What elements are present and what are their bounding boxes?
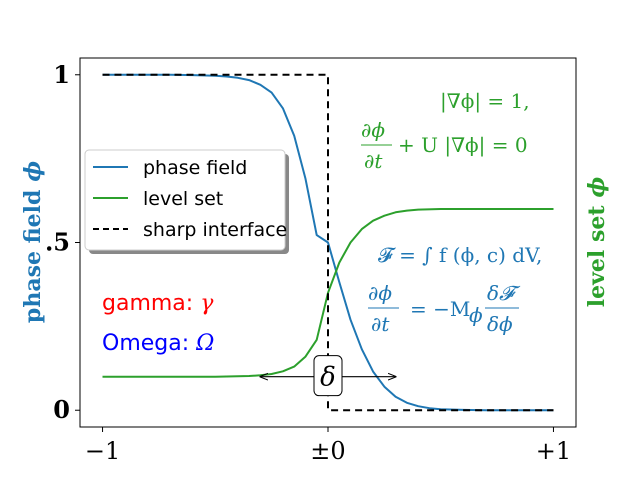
energy-equation-line2: ∂ϕ ∂t = −M ϕ δ𝓕 δϕ — [368, 281, 521, 336]
ylabel-right: level set ϕ — [584, 177, 610, 308]
ylabel-left-text: phase field ϕ — [20, 161, 46, 323]
y-tick-label: 1 — [53, 60, 70, 89]
ylabel-right-symbol: ϕ — [584, 177, 610, 198]
eikonal-equation-line1: |∇ϕ| = 1, — [440, 89, 530, 114]
x-tick-label: ±0 — [310, 437, 345, 465]
legend-label-sharp-interface: sharp interface — [143, 219, 287, 241]
y-tick-label: .5 — [45, 228, 70, 257]
legend-label-phase-field: phase field — [143, 157, 247, 179]
energy-frac-num: ∂ϕ — [368, 281, 392, 305]
legend-label-level-set: level set — [143, 188, 223, 210]
energy-frac-den: ∂t — [371, 312, 390, 336]
energy-ffrac-den: δϕ — [487, 312, 513, 336]
annotation-gamma: gamma: γ — [102, 291, 214, 316]
annotation-gamma-text: gamma: — [102, 291, 200, 316]
x-tick-label: −1 — [85, 437, 120, 465]
tick-layer: −1 ±0 +1 0 .5 1 — [45, 60, 571, 465]
energy-equation-line1: 𝓕 = ∫ f (ϕ, c) dV, — [378, 243, 542, 267]
delta-symbol: δ — [320, 363, 336, 393]
ylabel-left-symbol: ϕ — [20, 161, 46, 182]
ylabel-right-text: level set ϕ — [584, 177, 610, 308]
series-line-level-set — [102, 208, 554, 378]
y-tick-label: 0 — [53, 395, 70, 424]
eikonal-frac-num: ∂ϕ — [361, 118, 385, 142]
annotation-omega-symbol: Ω — [195, 331, 214, 356]
x-tick-label: +1 — [536, 437, 571, 465]
delta-annotation: δ — [260, 355, 395, 397]
energy-line2-sub: ϕ — [469, 303, 483, 327]
eikonal-equation-line2: ∂ϕ ∂t + U |∇ϕ| = 0 — [361, 118, 528, 173]
energy-ffrac-num: δ𝓕 — [487, 281, 521, 305]
eikonal-frac-den: ∂t — [364, 149, 383, 173]
energy-line2-mid: = −M — [410, 297, 470, 321]
ylabel-left: phase field ϕ — [20, 161, 46, 323]
annotation-gamma-symbol: γ — [200, 291, 214, 316]
annotation-omega: Omega: Ω — [102, 331, 214, 356]
annotation-omega-text: Omega: — [102, 331, 196, 356]
series-layer — [102, 73, 554, 412]
legend-box — [84, 149, 286, 251]
eikonal-line2-rest: + U |∇ϕ| = 0 — [398, 133, 528, 158]
series-line-sharp-interface — [102, 73, 554, 412]
delta-box — [313, 355, 343, 397]
ylabel-left-word: phase field — [20, 190, 46, 323]
ylabel-right-word: level set — [584, 205, 610, 308]
legend: phase field level set sharp interface — [84, 149, 289, 254]
